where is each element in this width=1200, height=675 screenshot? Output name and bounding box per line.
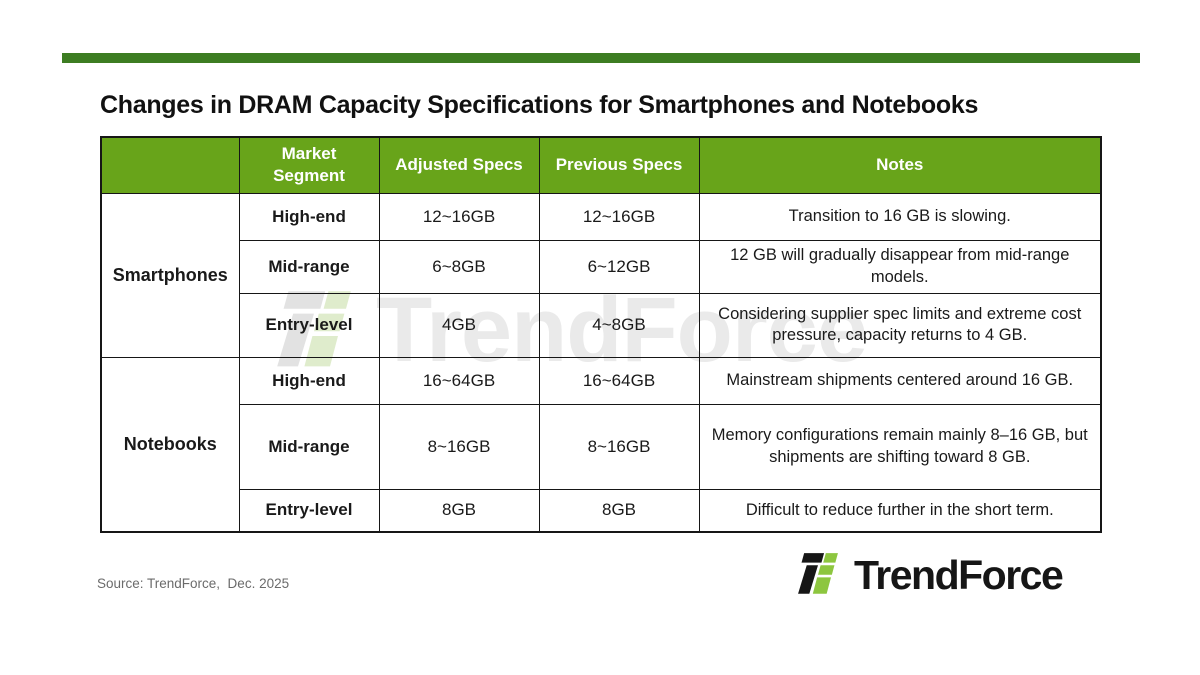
note-cell: Difficult to reduce further in the short… bbox=[698, 488, 1102, 533]
adjusted-spec-cell: 8~16GB bbox=[378, 403, 540, 490]
segment-cell: Mid-range bbox=[238, 239, 380, 294]
previous-spec-cell: 12~16GB bbox=[538, 192, 700, 241]
adjusted-spec-cell: 6~8GB bbox=[378, 239, 540, 294]
table-header-row: Market Segment Adjusted Specs Previous S… bbox=[100, 136, 1102, 194]
previous-spec-cell: 16~64GB bbox=[538, 356, 700, 405]
segment-cell: Mid-range bbox=[238, 403, 380, 490]
previous-spec-cell: 8GB bbox=[538, 488, 700, 533]
header-notes: Notes bbox=[698, 136, 1102, 194]
adjusted-spec-cell: 8GB bbox=[378, 488, 540, 533]
previous-spec-cell: 8~16GB bbox=[538, 403, 700, 490]
segment-cell: High-end bbox=[238, 356, 380, 405]
note-cell: Considering supplier spec limits and ext… bbox=[698, 292, 1102, 358]
dram-spec-table: Market Segment Adjusted Specs Previous S… bbox=[100, 136, 1102, 533]
top-accent-bar bbox=[62, 53, 1140, 63]
table-row: Entry-level 4GB 4~8GB Considering suppli… bbox=[101, 292, 1102, 358]
segment-cell: Entry-level bbox=[238, 488, 380, 533]
group-notebooks: Notebooks bbox=[100, 356, 240, 533]
segment-cell: Entry-level bbox=[238, 292, 380, 358]
previous-spec-cell: 4~8GB bbox=[538, 292, 700, 358]
header-previous-specs: Previous Specs bbox=[538, 136, 700, 194]
source-note: Source: TrendForce, Dec. 2025 bbox=[97, 576, 290, 591]
table-row: Mid-range 8~16GB 8~16GB Memory configura… bbox=[101, 403, 1102, 490]
note-cell: 12 GB will gradually disappear from mid-… bbox=[698, 239, 1102, 294]
page-title: Changes in DRAM Capacity Specifications … bbox=[100, 91, 979, 119]
adjusted-spec-cell: 16~64GB bbox=[378, 356, 540, 405]
group-smartphones: Smartphones bbox=[100, 192, 240, 358]
note-cell: Transition to 16 GB is slowing. bbox=[698, 192, 1102, 241]
trendforce-logo: TrendForce bbox=[792, 547, 1064, 604]
adjusted-spec-cell: 12~16GB bbox=[378, 192, 540, 241]
table-row: Entry-level 8GB 8GB Difficult to reduce … bbox=[101, 488, 1102, 533]
trendforce-logo-icon bbox=[792, 547, 844, 604]
table-row: Notebooks High-end 16~64GB 16~64GB Mains… bbox=[100, 356, 1102, 533]
header-market-segment: Market Segment bbox=[238, 136, 380, 194]
table-row: Smartphones High-end 12~16GB 12~16GB Tra… bbox=[100, 192, 1102, 358]
table-row: Mid-range 6~8GB 6~12GB 12 GB will gradua… bbox=[101, 239, 1102, 294]
segment-cell: High-end bbox=[238, 192, 380, 241]
header-empty bbox=[100, 136, 240, 194]
note-cell: Mainstream shipments centered around 16 … bbox=[698, 356, 1102, 405]
header-adjusted-specs: Adjusted Specs bbox=[378, 136, 540, 194]
logo-text: TrendForce bbox=[854, 551, 1064, 598]
note-cell: Memory configurations remain mainly 8–16… bbox=[698, 403, 1102, 490]
previous-spec-cell: 6~12GB bbox=[538, 239, 700, 294]
adjusted-spec-cell: 4GB bbox=[378, 292, 540, 358]
